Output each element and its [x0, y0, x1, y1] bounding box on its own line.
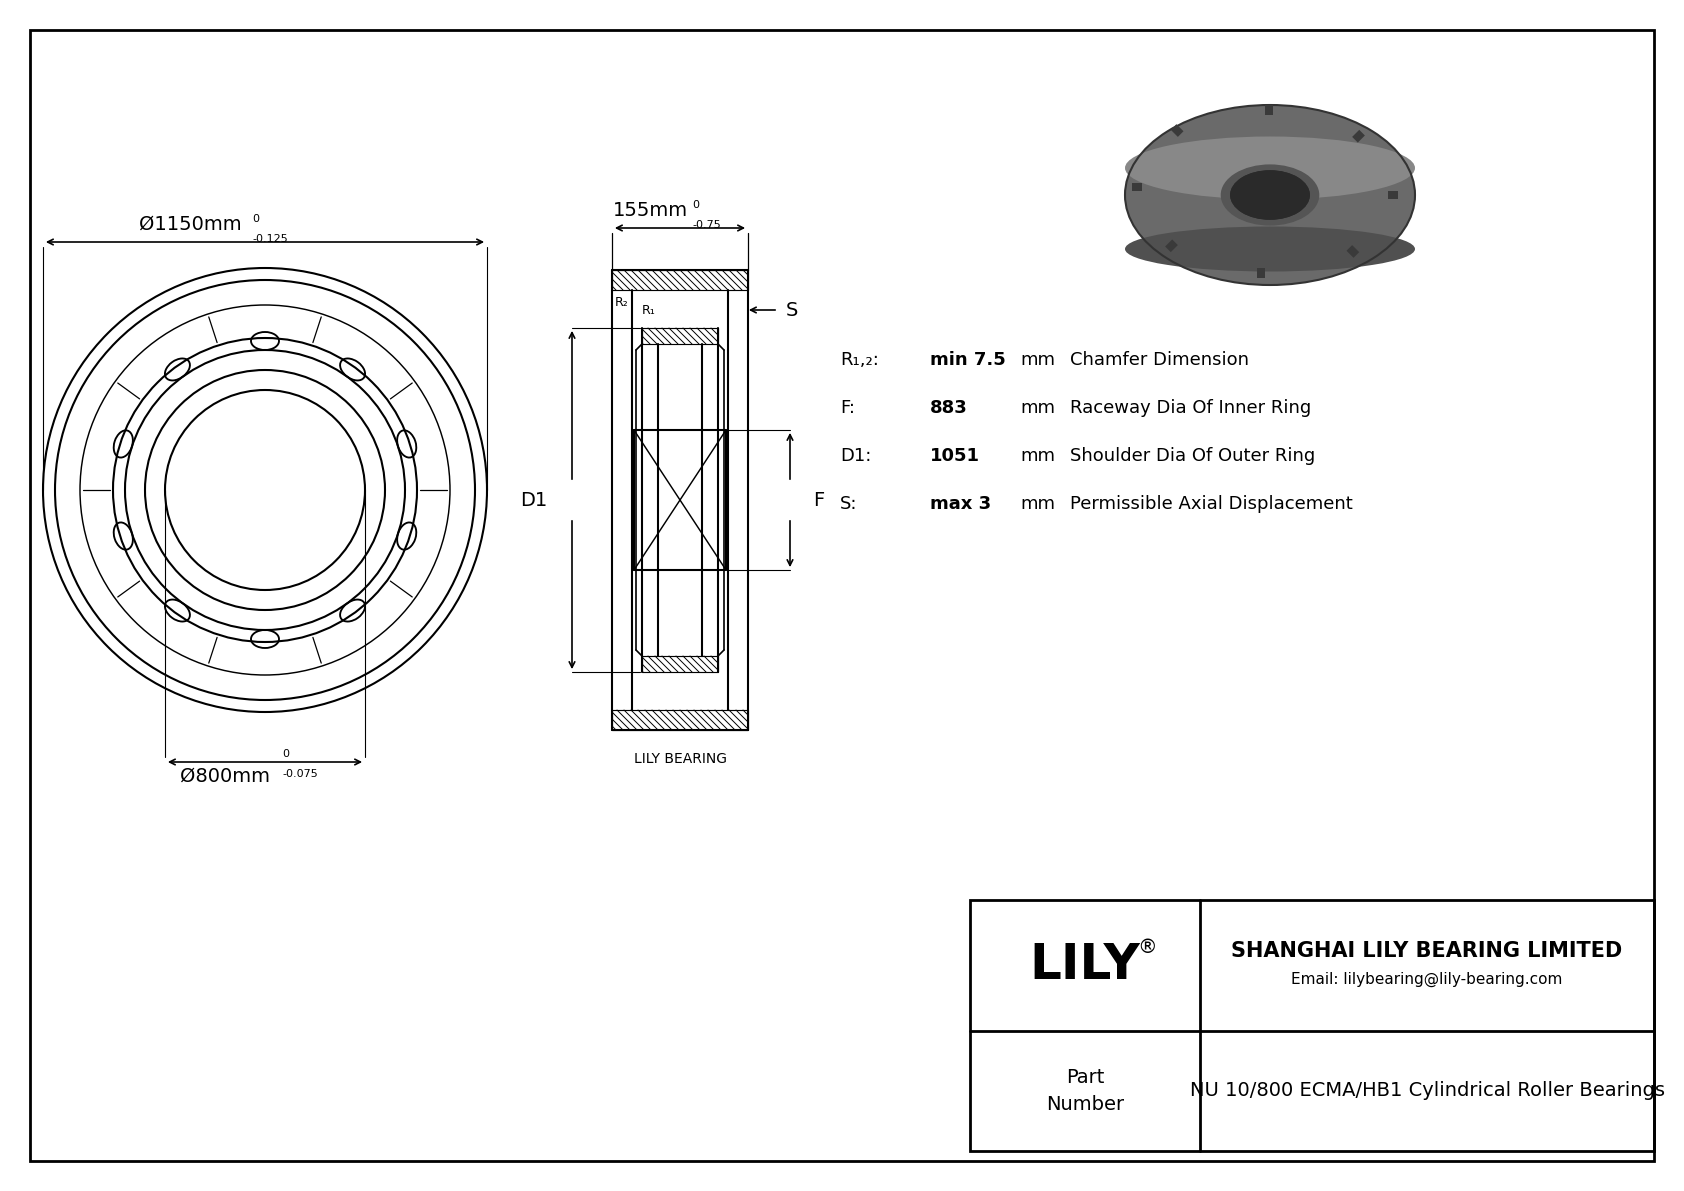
Ellipse shape [1125, 226, 1415, 272]
Bar [1352, 130, 1364, 143]
Bar [1256, 268, 1265, 278]
Text: NU 10/800 ECMA/HB1 Cylindrical Roller Bearings: NU 10/800 ECMA/HB1 Cylindrical Roller Be… [1189, 1081, 1664, 1100]
Text: S: S [786, 300, 798, 319]
Text: Permissible Axial Displacement: Permissible Axial Displacement [1069, 495, 1352, 513]
Text: Email: lilybearing@lily-bearing.com: Email: lilybearing@lily-bearing.com [1292, 972, 1563, 987]
Bar [1132, 183, 1142, 191]
Ellipse shape [1229, 170, 1310, 220]
Ellipse shape [1221, 164, 1319, 225]
Text: F: F [813, 491, 823, 510]
Text: mm: mm [1021, 351, 1054, 369]
Text: ®: ® [1137, 937, 1157, 956]
Bar [1265, 105, 1273, 114]
Text: 0: 0 [692, 200, 699, 210]
Bar [611, 710, 748, 730]
Text: F:: F: [840, 399, 855, 417]
Bar [1347, 245, 1359, 257]
Text: SHANGHAI LILY BEARING LIMITED: SHANGHAI LILY BEARING LIMITED [1231, 941, 1623, 961]
Text: -0.075: -0.075 [281, 769, 318, 779]
Text: S:: S: [840, 495, 857, 513]
Text: 0: 0 [253, 214, 259, 224]
Text: mm: mm [1021, 399, 1054, 417]
Text: Ø1150mm: Ø1150mm [138, 216, 241, 233]
Text: 155mm: 155mm [613, 201, 687, 220]
Text: 883: 883 [930, 399, 968, 417]
Bar [642, 328, 717, 344]
Text: min 7.5: min 7.5 [930, 351, 1005, 369]
Ellipse shape [1125, 105, 1415, 285]
Bar [970, 900, 1654, 1151]
Text: R₁,₂:: R₁,₂: [840, 351, 879, 369]
Text: mm: mm [1021, 447, 1054, 464]
Text: Shoulder Dia Of Outer Ring: Shoulder Dia Of Outer Ring [1069, 447, 1315, 464]
Text: -0.125: -0.125 [253, 233, 288, 244]
Bar [611, 270, 748, 289]
Text: mm: mm [1021, 495, 1054, 513]
Bar [1388, 191, 1398, 199]
Ellipse shape [1229, 170, 1310, 220]
Text: Raceway Dia Of Inner Ring: Raceway Dia Of Inner Ring [1069, 399, 1312, 417]
Text: Chamfer Dimension: Chamfer Dimension [1069, 351, 1250, 369]
Text: 1051: 1051 [930, 447, 980, 464]
Text: R₁: R₁ [642, 304, 655, 317]
Text: Part
Number: Part Number [1046, 1068, 1123, 1114]
Bar [1170, 124, 1184, 137]
Text: 0: 0 [281, 749, 290, 759]
Ellipse shape [1125, 137, 1415, 200]
Text: -0.75: -0.75 [692, 220, 721, 230]
Bar [642, 656, 717, 672]
Text: LILY BEARING: LILY BEARING [633, 752, 726, 766]
Text: Ø800mm: Ø800mm [180, 767, 269, 786]
Text: max 3: max 3 [930, 495, 992, 513]
Bar [1165, 239, 1177, 252]
Text: D1: D1 [520, 491, 547, 510]
Text: R₂: R₂ [615, 295, 628, 308]
Text: LILY: LILY [1029, 941, 1140, 990]
Text: D1:: D1: [840, 447, 871, 464]
